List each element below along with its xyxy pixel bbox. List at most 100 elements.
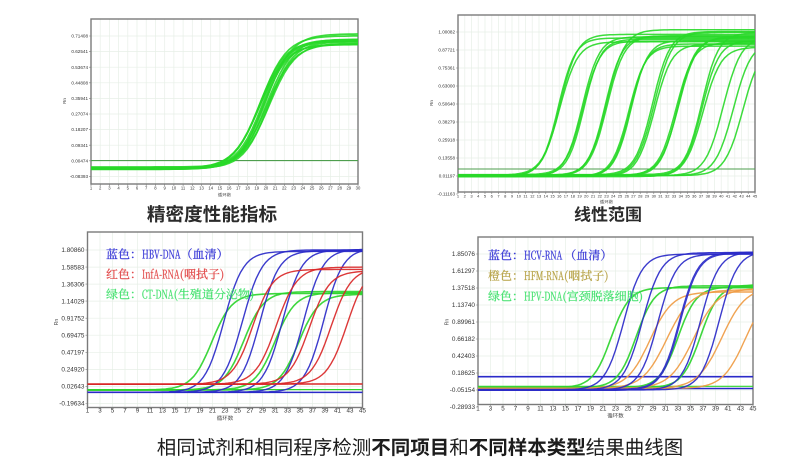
svg-text:41: 41	[334, 407, 341, 414]
svg-text:21: 21	[600, 406, 607, 413]
svg-text:0.25918: 0.25918	[438, 138, 455, 143]
svg-text:6: 6	[491, 194, 494, 199]
svg-text:20: 20	[264, 186, 269, 191]
svg-text:17: 17	[184, 407, 191, 414]
svg-text:25: 25	[618, 194, 623, 199]
svg-text:14: 14	[208, 186, 213, 191]
svg-text:1.61297: 1.61297	[452, 268, 476, 275]
svg-text:5: 5	[111, 407, 115, 414]
svg-text:31: 31	[272, 407, 279, 414]
svg-text:Rn: Rn	[429, 100, 434, 106]
svg-text:3: 3	[489, 406, 493, 413]
svg-text:23: 23	[222, 407, 229, 414]
svg-text:40: 40	[719, 194, 724, 199]
svg-text:43: 43	[347, 407, 354, 414]
svg-text:24: 24	[611, 194, 616, 199]
svg-text:2: 2	[99, 186, 102, 191]
svg-text:0.27074: 0.27074	[71, 112, 88, 117]
svg-text:0.24920: 0.24920	[61, 367, 85, 374]
svg-text:19: 19	[254, 186, 259, 191]
svg-text:38: 38	[706, 194, 711, 199]
svg-text:1.36306: 1.36306	[61, 281, 85, 288]
svg-text:11: 11	[537, 406, 544, 413]
svg-text:0.18625: 0.18625	[452, 370, 476, 377]
svg-text:-0.11163: -0.11163	[438, 192, 456, 197]
svg-text:0.89961: 0.89961	[452, 319, 476, 326]
svg-text:37: 37	[699, 194, 704, 199]
svg-text:0.47197: 0.47197	[61, 350, 85, 357]
svg-text:11: 11	[181, 186, 186, 191]
svg-text:32: 32	[665, 194, 670, 199]
svg-text:19: 19	[577, 194, 582, 199]
svg-text:0.44808: 0.44808	[71, 80, 88, 85]
svg-text:0.01197: 0.01197	[439, 174, 456, 179]
svg-text:43: 43	[737, 406, 744, 413]
svg-text:11: 11	[147, 407, 154, 414]
svg-text:14: 14	[544, 194, 549, 199]
svg-text:22: 22	[282, 186, 287, 191]
svg-text:0.02643: 0.02643	[61, 384, 85, 391]
svg-text:30: 30	[356, 186, 361, 191]
svg-text:1: 1	[90, 186, 93, 191]
svg-text:0.18207: 0.18207	[71, 127, 88, 132]
svg-text:31: 31	[662, 406, 669, 413]
svg-text:9: 9	[136, 407, 140, 414]
svg-text:42: 42	[733, 194, 738, 199]
svg-text:28: 28	[337, 186, 342, 191]
svg-text:27: 27	[328, 186, 333, 191]
svg-text:1: 1	[476, 406, 480, 413]
svg-text:31: 31	[658, 194, 663, 199]
svg-text:20: 20	[584, 194, 589, 199]
svg-text:10: 10	[172, 186, 177, 191]
svg-text:33: 33	[284, 407, 291, 414]
svg-text:27: 27	[631, 194, 636, 199]
svg-text:29: 29	[259, 407, 266, 414]
svg-text:35: 35	[297, 407, 304, 414]
svg-text:1.80860: 1.80860	[61, 247, 85, 254]
svg-text:45: 45	[359, 407, 366, 414]
svg-text:26: 26	[625, 194, 630, 199]
svg-text:7: 7	[123, 407, 127, 414]
svg-text:3: 3	[470, 194, 473, 199]
svg-text:Rn: Rn	[62, 98, 67, 104]
svg-text:1: 1	[457, 194, 460, 199]
svg-text:29: 29	[645, 194, 650, 199]
svg-text:19: 19	[197, 407, 204, 414]
svg-text:-0.05154: -0.05154	[450, 387, 476, 394]
svg-text:39: 39	[712, 194, 717, 199]
svg-text:0.62541: 0.62541	[71, 49, 88, 54]
svg-text:36: 36	[692, 194, 697, 199]
svg-text:9: 9	[164, 186, 167, 191]
svg-text:10: 10	[517, 194, 522, 199]
svg-text:1.13740: 1.13740	[452, 302, 476, 309]
svg-text:27: 27	[637, 406, 644, 413]
svg-text:22: 22	[598, 194, 603, 199]
svg-text:37: 37	[700, 406, 707, 413]
svg-text:1.14029: 1.14029	[61, 298, 85, 305]
svg-text:12: 12	[530, 194, 535, 199]
svg-text:12: 12	[190, 186, 195, 191]
svg-text:23: 23	[291, 186, 296, 191]
svg-text:34: 34	[679, 194, 684, 199]
svg-text:7: 7	[145, 186, 148, 191]
svg-text:13: 13	[537, 194, 542, 199]
svg-text:45: 45	[750, 406, 757, 413]
svg-text:-0.19634: -0.19634	[59, 401, 85, 408]
svg-text:35: 35	[685, 194, 690, 199]
svg-text:1.58583: 1.58583	[61, 264, 85, 271]
svg-text:0.50640: 0.50640	[438, 102, 455, 107]
svg-text:23: 23	[604, 194, 609, 199]
svg-text:8: 8	[154, 186, 157, 191]
svg-text:35: 35	[687, 406, 694, 413]
svg-text:45: 45	[753, 194, 758, 199]
svg-text:0.69475: 0.69475	[61, 333, 85, 340]
svg-text:7: 7	[514, 406, 518, 413]
svg-text:24: 24	[300, 186, 305, 191]
svg-text:13: 13	[159, 407, 166, 414]
svg-text:41: 41	[726, 194, 731, 199]
svg-text:0.53674: 0.53674	[71, 65, 88, 70]
svg-text:1.85076: 1.85076	[452, 251, 476, 258]
svg-text:17: 17	[575, 406, 582, 413]
svg-text:3: 3	[98, 407, 102, 414]
svg-text:8: 8	[504, 194, 507, 199]
